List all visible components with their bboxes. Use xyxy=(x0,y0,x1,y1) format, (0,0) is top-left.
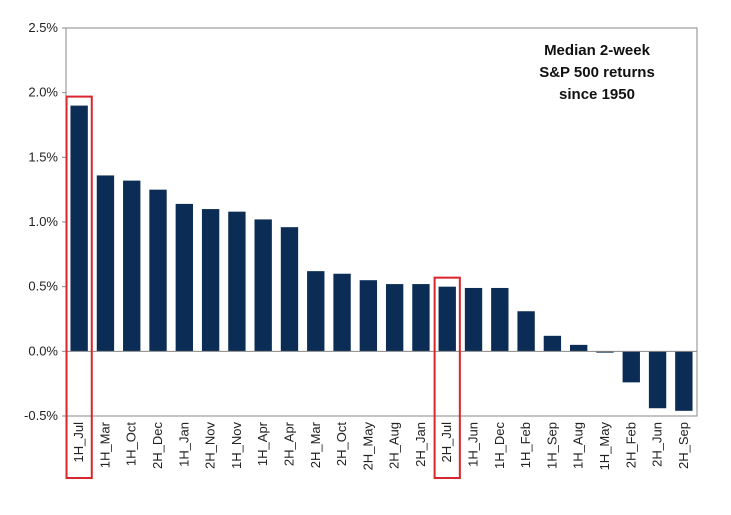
bar xyxy=(570,344,588,352)
x-tick-label: 1H_Dec xyxy=(492,422,507,469)
x-tick-label: 2H_May xyxy=(360,422,375,471)
x-tick-label: 2H_Oct xyxy=(334,422,349,466)
bar xyxy=(385,284,404,352)
bar xyxy=(412,284,430,352)
y-tick-label: 1.0% xyxy=(28,214,58,229)
x-tick-label: 2H_Sep xyxy=(676,422,691,469)
bar xyxy=(254,219,272,352)
bar xyxy=(175,203,193,352)
x-tick-label: 1H_Apr xyxy=(255,421,270,466)
bar xyxy=(543,335,562,352)
y-tick-label: 0.0% xyxy=(28,343,58,358)
x-tick-label: 2H_Jan xyxy=(413,422,428,467)
x-tick-label: 2H_Aug xyxy=(387,422,402,469)
bar xyxy=(70,105,88,352)
x-tick-label: 1H_May xyxy=(597,422,612,471)
x-tick-label: 1H_Jun xyxy=(466,422,481,467)
bar xyxy=(333,273,351,352)
x-tick-label: 2H_Feb xyxy=(623,422,638,468)
y-tick-label: 1.5% xyxy=(28,149,58,164)
bar xyxy=(648,351,667,409)
bar xyxy=(622,351,640,383)
x-tick-label: 1H_Nov xyxy=(229,422,244,469)
x-tick-label: 2H_Jun xyxy=(650,422,665,467)
x-tick-label: 1H_Sep xyxy=(544,422,559,469)
bar xyxy=(438,286,456,352)
y-tick-label: -0.5% xyxy=(24,408,58,423)
x-tick-label: 2H_Jul xyxy=(439,422,454,463)
x-tick-label: 2H_Mar xyxy=(308,421,323,468)
x-tick-label: 1H_Feb xyxy=(518,422,533,468)
bar xyxy=(149,189,167,352)
bar xyxy=(280,227,299,352)
bar xyxy=(307,271,325,352)
x-tick-label: 2H_Dec xyxy=(150,422,165,469)
y-tick-label: 2.5% xyxy=(28,20,58,35)
bar xyxy=(123,180,141,352)
highlight-box xyxy=(433,276,461,479)
y-tick-label: 0.5% xyxy=(28,279,58,294)
bar xyxy=(96,175,115,352)
chart-title: Median 2-week xyxy=(544,42,651,59)
x-tick-label: 2H_Nov xyxy=(203,422,218,469)
x-tick-label: 1H_Aug xyxy=(571,422,586,469)
chart-title: since 1950 xyxy=(559,86,635,103)
bar xyxy=(464,287,483,352)
chart-title: S&P 500 returns xyxy=(539,64,655,81)
y-tick-label: 2.0% xyxy=(28,85,58,100)
x-tick-label: 1H_Mar xyxy=(97,421,112,468)
x-tick-label: 1H_Oct xyxy=(124,422,139,466)
bar xyxy=(359,280,378,352)
bar xyxy=(201,209,220,352)
bar xyxy=(596,351,614,353)
bar xyxy=(675,351,693,411)
x-tick-label: 2H_Apr xyxy=(281,421,296,466)
highlight-box xyxy=(65,95,93,479)
x-tick-label: 1H_Jan xyxy=(176,422,191,467)
bar xyxy=(228,211,246,352)
x-tick-label: 1H_Jul xyxy=(71,422,86,463)
bar xyxy=(491,287,509,352)
bar xyxy=(517,311,535,352)
